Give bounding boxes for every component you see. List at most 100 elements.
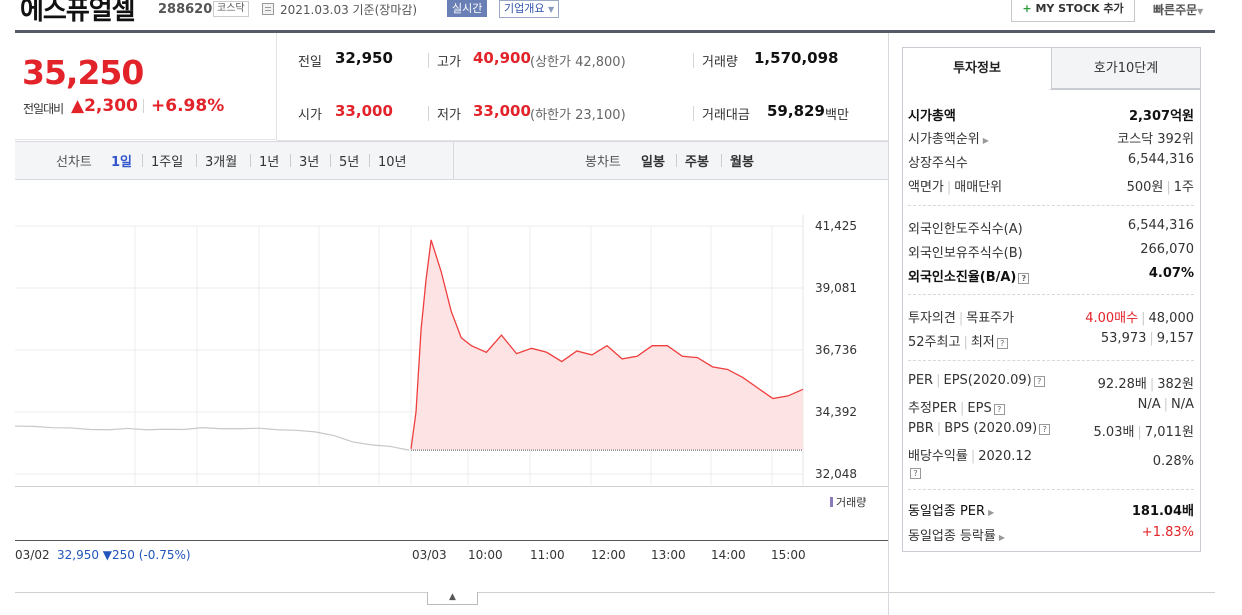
high-value: 40,900 [473,49,531,67]
divider [888,33,889,615]
low-value: 33,000 [473,102,531,120]
market-cap-rank-label: 시가총액순위 [908,132,980,147]
divider [908,489,1194,490]
w52-low-value: 9,157 [1156,331,1194,346]
live-button[interactable]: 실시간 [447,0,488,17]
pbr-value: 5.03배 [1093,425,1135,440]
period-10y[interactable]: 10년 [378,155,407,170]
period-1d[interactable]: 1일 [111,155,133,170]
divider [277,140,888,141]
divider [453,141,454,180]
volume-legend: 거래량 [830,494,866,510]
w52-high-label: 52주최고 [908,335,961,350]
today-line [410,239,804,449]
candle-monthly[interactable]: 월봉 [730,155,754,170]
pbr-label: PBR [908,421,934,436]
period-3y[interactable]: 3년 [299,155,320,170]
volume-legend-swatch [830,497,833,507]
pbr-row: PBR | BPS (2020.09)? 5.03배 | 7,011원 [908,421,1194,440]
change-value: ▲2,300 [71,96,138,116]
volume-label: 거래량 [702,55,738,70]
shares-label: 상장주식수 [908,156,968,171]
help-icon[interactable]: ? [910,468,921,479]
foreign-hold-row: 외국인보유주식수(B) 266,070 [908,242,1194,262]
market-cap-rank-row[interactable]: 시가총액순위 ▶ 코스닥 392위 [908,128,1194,148]
help-icon[interactable]: ? [996,338,1008,349]
divider [290,154,291,167]
market-tag: 코스닥 [213,1,249,17]
volume-value: 1,570,098 [754,49,839,67]
add-mystock-button[interactable]: + MY STOCK 추가 [1011,0,1135,22]
industry-per-row[interactable]: 동일업종 PER ▶ 181.04배 [908,500,1194,520]
period-1w[interactable]: 1주일 [151,155,184,170]
divider [330,154,331,167]
divider [428,53,429,68]
change-label: 전일대비 [23,102,64,116]
tab-orderbook[interactable]: 호가10단계 [1051,47,1201,89]
trade-unit-label: 매매단위 [954,180,1003,195]
dividend-date: 2020.12 [978,449,1032,464]
add-mystock-label: MY STOCK 추가 [1035,2,1124,15]
dividend-value: 0.28% [1152,454,1194,469]
opinion-value: 4.00매수 [1085,311,1139,326]
candle-daily[interactable]: 일봉 [641,155,665,170]
industry-rate-row[interactable]: 동일업종 등락률 ▶ +1.83% [908,525,1194,545]
per-label: PER [908,373,934,388]
base-date: 2021.03.03 기준(장마감) [280,3,418,17]
calendar-icon [262,3,274,15]
divider [196,154,197,167]
help-icon[interactable]: ? [993,404,1005,415]
help-icon[interactable]: ? [1018,273,1030,284]
shares-row: 상장주식수 6,544,316 [908,152,1194,172]
corp-info-dropdown[interactable]: 기업개요 ▼ [499,0,560,18]
help-icon[interactable]: ? [1033,376,1045,387]
y-tick-label: 34,392 [815,405,857,419]
w52-low-label: 최저 [970,335,995,350]
volume-legend-label: 거래량 [836,496,867,509]
divider [250,154,251,167]
amount-unit: 백만 [825,108,849,123]
open-label: 시가 [298,108,322,123]
price-box [15,33,277,140]
divider [908,205,1194,206]
period-1y[interactable]: 1년 [259,155,280,170]
eps-value: 382원 [1157,377,1194,392]
amount-value: 59,829 [767,102,825,120]
foreign-limit-value: 6,544,316 [1127,218,1194,233]
market-cap-label: 시가총액 [908,109,956,124]
period-5y[interactable]: 5년 [339,155,360,170]
est-per-value: N/A [1137,397,1161,412]
par-row: 액면가 | 매매단위 500원 | 1주 [908,180,1194,195]
divider [369,154,370,167]
tab-invest-info[interactable]: 투자정보 [902,47,1052,89]
dividend-label: 배당수익률 [908,449,968,464]
chevron-right-icon: ▶ [988,508,995,517]
candle-weekly[interactable]: 주봉 [685,155,709,170]
period-3m[interactable]: 3개월 [205,155,238,170]
par-label: 액면가 [908,180,944,195]
open-value: 33,000 [335,102,393,120]
est-per-row: 추정PER | EPS? N/A | N/A [908,397,1194,416]
opinion-label: 투자의견 [908,311,956,326]
est-per-label: 추정PER [908,401,958,416]
foreign-rate-value: 4.07% [1148,266,1194,281]
industry-per-label: 동일업종 PER [908,504,986,519]
plus-icon: + [1022,2,1032,15]
x-tick-label: 12:00 [591,548,626,562]
upper-limit: (상한가 42,800) [530,55,626,70]
x-tick-label: 15:00 [771,548,806,562]
price-chart[interactable]: 41,425 39,081 36,736 34,392 32,048 [15,185,888,485]
divider [902,89,1201,90]
help-icon[interactable]: ? [1039,424,1051,435]
chevron-down-icon: ▼ [547,5,555,14]
bps-label: BPS (2020.09) [944,421,1038,436]
up-triangle-icon: ▲ [71,96,85,116]
candle-chart-label: 봉차트 [585,155,621,170]
chevron-down-icon: ▼ [1197,7,1204,16]
quick-order-button[interactable]: 빠른주문▼ [1153,1,1203,18]
foreign-rate-row: 외국인소진율(B/A)? 4.07% [908,266,1194,286]
collapse-button[interactable]: ▲ [427,592,478,605]
foreign-limit-label: 외국인한도주식수(A) [908,222,1023,237]
divider [15,486,888,487]
lower-limit: (하한가 23,100) [530,108,626,123]
